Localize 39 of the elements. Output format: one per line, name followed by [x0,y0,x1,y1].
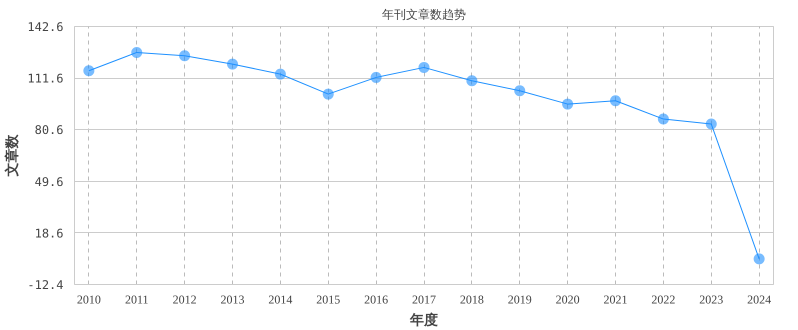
point [466,75,478,86]
x-tick-label: 2012 [172,292,197,306]
x-tick-label: 2023 [699,292,724,306]
x-axis-title: 年度 [409,312,438,328]
point [754,253,765,264]
point [83,65,94,76]
x-tick-label: 2021 [604,292,628,306]
x-tick-label: 2018 [460,292,484,306]
y-tick-label: -12.4 [27,278,64,292]
point [226,58,238,70]
x-tick-label: 2017 [412,292,436,306]
x-tick-label: 2016 [364,292,388,306]
point [274,68,286,80]
y-tick-label: 18.6 [34,226,64,240]
x-tick-label: 2020 [556,292,580,306]
point [418,62,430,73]
x-tick-label: 2024 [747,292,772,306]
x-tick-label: 2022 [651,292,676,306]
point [562,98,574,110]
x-tick-label: 2014 [268,292,292,306]
y-axis-title: 文章数 [3,134,20,178]
point [706,118,717,130]
y-tick-label: 111.6 [27,72,64,86]
point [370,72,382,83]
point [322,88,334,100]
y-tick-label: 80.6 [34,123,64,138]
x-tick-label: 2013 [220,292,244,306]
y-tick-label: 49.6 [34,174,64,189]
point [658,114,669,125]
x-tick-label: 2010 [76,292,101,306]
point [179,50,190,62]
point [514,85,526,96]
x-tick-label: 2015 [316,292,340,306]
point [610,95,622,106]
x-tick-label: 2011 [124,292,149,306]
y-tick-label: 142.6 [27,20,64,34]
x-tick-label: 2019 [508,292,532,306]
chart-title: 年刊文章数趋势 [382,8,466,22]
point [131,46,142,58]
